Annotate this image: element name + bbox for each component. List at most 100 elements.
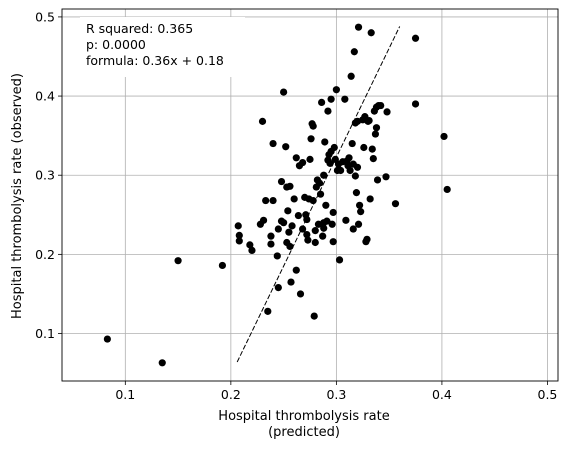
- data-point: [303, 230, 311, 239]
- data-point: [411, 34, 420, 42]
- formula-text: formula: 0.36x + 0.18: [86, 53, 224, 68]
- data-point: [258, 117, 267, 125]
- data-point: [311, 227, 319, 235]
- data-point: [365, 117, 373, 125]
- data-points: [103, 23, 451, 367]
- x-axis-title-line2: (predicted): [268, 425, 340, 440]
- data-point: [354, 23, 363, 31]
- data-point: [328, 220, 336, 228]
- data-point: [158, 359, 166, 367]
- data-point: [292, 266, 300, 274]
- data-point: [318, 98, 326, 106]
- data-point: [292, 154, 300, 162]
- data-point: [377, 101, 385, 110]
- y-axis-title: Hospital thrombolysis rate (observed): [10, 73, 25, 319]
- data-point: [259, 216, 268, 224]
- data-point: [335, 256, 344, 264]
- data-point: [337, 166, 345, 175]
- data-point: [371, 130, 380, 138]
- data-point: [304, 236, 312, 244]
- data-point: [267, 232, 275, 240]
- data-point: [248, 246, 256, 255]
- data-point: [264, 307, 272, 315]
- data-point: [309, 122, 317, 130]
- data-point: [323, 217, 331, 225]
- data-point: [296, 290, 305, 298]
- data-point: [411, 100, 420, 108]
- data-point: [234, 222, 242, 230]
- data-point: [391, 200, 400, 208]
- plot-area-frame: [61, 8, 559, 382]
- y-tick-label: 0.4: [35, 89, 55, 104]
- data-point: [280, 88, 288, 96]
- data-point: [262, 196, 270, 205]
- data-point: [299, 225, 307, 233]
- data-point: [286, 182, 294, 190]
- data-point: [349, 225, 357, 233]
- data-point: [369, 154, 377, 163]
- data-point: [354, 220, 363, 228]
- x-tick-label: 0.5: [538, 387, 558, 402]
- data-point: [383, 108, 391, 116]
- data-point: [320, 171, 328, 179]
- data-point: [327, 95, 335, 103]
- data-point: [382, 173, 390, 181]
- y-tick-label: 0.1: [35, 326, 55, 341]
- data-point: [360, 143, 368, 152]
- data-point: [277, 177, 286, 186]
- p-value-text: p: 0.0000: [86, 37, 146, 52]
- data-point: [174, 257, 182, 265]
- data-point: [287, 278, 295, 286]
- data-point: [356, 201, 364, 209]
- data-point: [299, 158, 307, 167]
- data-point: [342, 216, 350, 224]
- data-point: [306, 155, 314, 163]
- data-point: [348, 139, 356, 148]
- y-tick-label: 0.5: [35, 9, 55, 24]
- data-point: [324, 107, 332, 115]
- data-point: [309, 196, 317, 205]
- data-point: [307, 135, 315, 143]
- data-point: [235, 237, 243, 245]
- data-point: [357, 208, 365, 216]
- data-point: [273, 252, 281, 260]
- r-squared-text: R squared: 0.365: [86, 21, 193, 36]
- x-tick-label: 0.1: [115, 387, 135, 402]
- data-point: [321, 138, 329, 146]
- x-axis-ticks: 0.1 0.2 0.3 0.4 0.5: [115, 381, 557, 402]
- x-axis-title-line1: Hospital thrombolysis rate: [218, 409, 389, 424]
- data-point: [316, 190, 325, 198]
- data-point: [311, 238, 319, 247]
- data-point: [235, 231, 243, 239]
- data-point: [274, 225, 282, 233]
- data-point: [320, 224, 328, 232]
- data-point: [326, 159, 334, 167]
- data-point: [319, 232, 327, 240]
- data-point: [330, 143, 338, 152]
- data-point: [280, 219, 288, 227]
- data-point: [329, 238, 337, 246]
- data-point: [274, 284, 282, 292]
- data-point: [347, 72, 355, 80]
- y-tick-label: 0.2: [35, 247, 55, 262]
- data-point: [350, 48, 358, 56]
- data-point: [352, 189, 361, 197]
- data-point: [443, 185, 451, 194]
- data-point: [269, 139, 277, 148]
- data-point: [367, 29, 375, 37]
- data-point: [103, 335, 111, 343]
- data-point: [366, 195, 374, 203]
- data-point: [363, 235, 371, 243]
- y-tick-label: 0.3: [35, 168, 55, 183]
- data-point: [368, 145, 376, 153]
- stats-annotation: R squared: 0.365 p: 0.0000 formula: 0.36…: [80, 17, 245, 77]
- data-point: [282, 143, 290, 151]
- data-point: [346, 166, 354, 175]
- data-point: [310, 312, 318, 320]
- annotation-box: [80, 17, 245, 77]
- data-point: [285, 228, 293, 236]
- data-point: [290, 195, 298, 203]
- data-point: [294, 211, 302, 220]
- data-point: [218, 261, 227, 270]
- data-point: [351, 172, 359, 180]
